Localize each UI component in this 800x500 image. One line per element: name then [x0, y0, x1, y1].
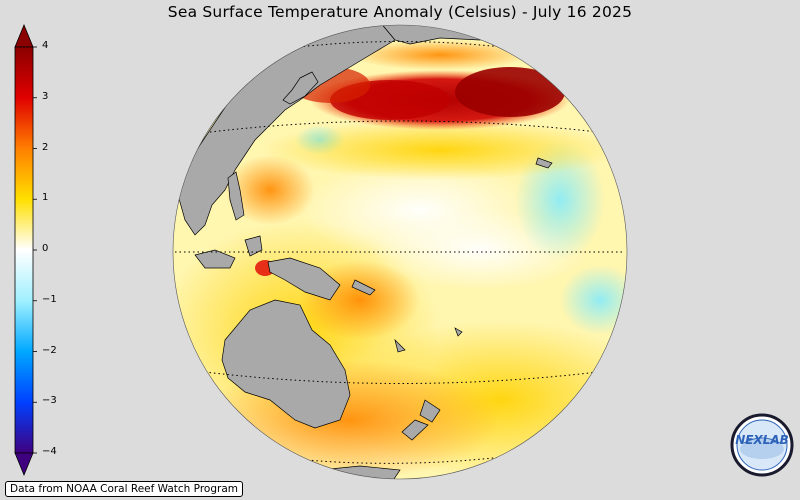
map-title: Sea Surface Temperature Anomaly (Celsius… — [167, 3, 633, 21]
colorbar-tick-label: 4 — [42, 40, 49, 51]
logo-text: NEXLAB — [735, 433, 789, 447]
nexlab-logo: NEXLAB — [730, 413, 794, 477]
colorbar-tick-label: 2 — [42, 141, 49, 153]
colorbar-tick-label: 3 — [42, 90, 49, 102]
colorbar-tick-label: −1 — [42, 293, 57, 305]
colorbar-tick-label: 1 — [42, 192, 49, 204]
colorbar-tick-label: −2 — [42, 344, 57, 356]
colorbar-tick-label: −4 — [42, 446, 57, 457]
data-credit: Data from NOAA Coral Reef Watch Program — [5, 481, 243, 497]
colorbar-tick-label: 0 — [42, 243, 49, 254]
graticule-lines — [175, 41, 625, 464]
colorbar-tick-label: −3 — [42, 395, 57, 407]
logo-icon — [730, 413, 794, 477]
land-areas — [177, 25, 553, 479]
colorbar — [14, 23, 37, 477]
